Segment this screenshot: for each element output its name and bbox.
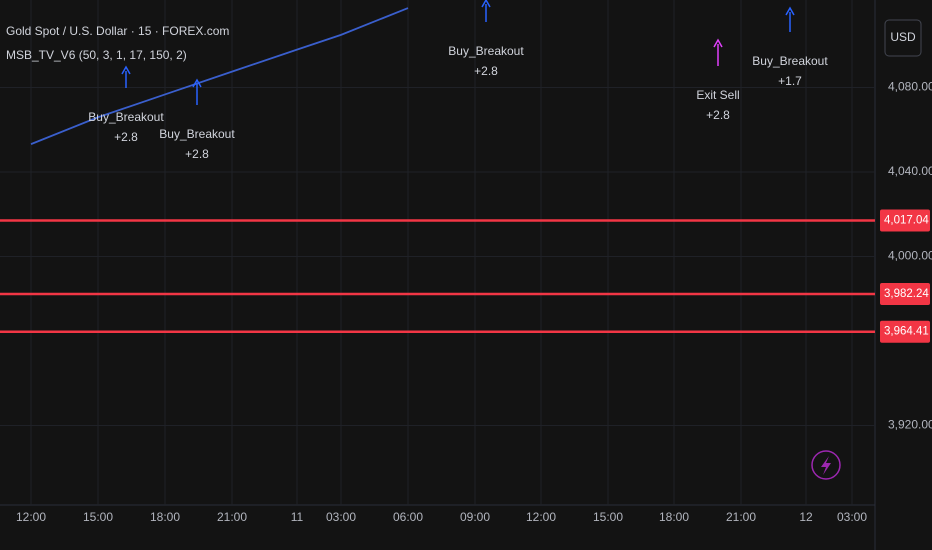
signal-value: +2.8 [474, 64, 498, 78]
ma-line [30, 7, 409, 145]
signal-label: Buy_Breakout [752, 54, 828, 68]
currency-label[interactable]: USD [890, 30, 916, 44]
y-tick-label: 4,040.00 [888, 164, 932, 178]
signal-label: Exit Sell [696, 88, 739, 102]
x-tick-label: 11 [291, 510, 304, 524]
lightning-icon [821, 456, 831, 475]
price-label: 4,017.04 [884, 215, 929, 227]
signal-value: +1.7 [778, 74, 802, 88]
x-tick-label: 18:00 [150, 510, 180, 524]
y-tick-label: 4,080.00 [888, 80, 932, 94]
x-tick-label: 06:00 [393, 510, 423, 524]
price-label: 3,982.24 [884, 288, 929, 300]
price-label: 3,964.41 [884, 326, 929, 338]
price-label-bg [880, 283, 930, 306]
x-tick-label: 12:00 [16, 510, 46, 524]
symbol-title: Gold Spot / U.S. Dollar · 15 · FOREX.com [6, 24, 229, 38]
signal-value: +2.8 [185, 147, 209, 161]
price-label-bg [880, 320, 930, 343]
signal-label: Buy_Breakout [448, 44, 524, 58]
signal-arrowhead [481, 0, 491, 8]
indicator-label: MSB_TV_V6 (50, 3, 1, 17, 150, 2) [6, 48, 187, 62]
marks [0, 7, 875, 333]
signal-arrowhead [785, 6, 795, 16]
signal-label: Buy_Breakout [159, 127, 235, 141]
x-tick-label: 03:00 [837, 510, 867, 524]
signal-value: +2.8 [114, 130, 138, 144]
x-tick-label: 18:00 [659, 510, 689, 524]
x-tick-label: 21:00 [726, 510, 756, 524]
grid [0, 0, 875, 505]
currency-button[interactable] [884, 19, 922, 57]
y-tick-label: 3,920.00 [888, 418, 932, 432]
x-tick-label: 12:00 [526, 510, 556, 524]
signal-value: +2.8 [706, 108, 730, 122]
signal-label: Buy_Breakout [88, 110, 164, 124]
signal-arrowhead [192, 78, 202, 88]
x-tick-label: 15:00 [83, 510, 113, 524]
lightning-button[interactable] [811, 450, 841, 480]
x-tick-label: 12 [799, 510, 813, 524]
price-label-bg [880, 209, 930, 232]
x-tick-label: 21:00 [217, 510, 247, 524]
x-tick-label: 03:00 [326, 510, 356, 524]
y-tick-label: 4,000.00 [888, 249, 932, 263]
signal-arrowhead [121, 65, 131, 75]
x-tick-label: 15:00 [593, 510, 623, 524]
signal-arrowhead [713, 38, 723, 48]
x-tick-label: 09:00 [460, 510, 490, 524]
